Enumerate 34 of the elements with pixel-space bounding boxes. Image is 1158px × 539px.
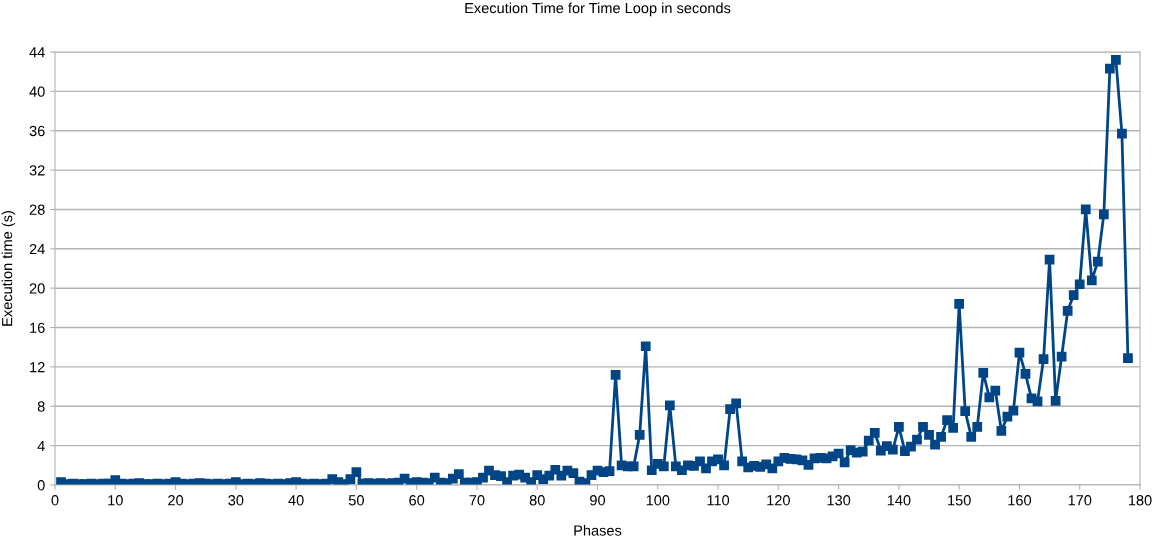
y-tick-label: 12 <box>30 362 45 373</box>
x-tick-label: 130 <box>827 495 851 506</box>
x-tick-label: 50 <box>348 495 364 506</box>
x-tick-label: 180 <box>1128 495 1152 506</box>
y-tick-label: 0 <box>37 480 45 491</box>
x-tick-label: 90 <box>590 495 606 506</box>
y-tick-label: 36 <box>29 125 45 137</box>
x-tick-label: 0 <box>51 495 59 506</box>
y-tick-label: 28 <box>29 204 45 215</box>
x-tick-label: 30 <box>228 495 244 506</box>
x-tick-label: 120 <box>767 495 790 506</box>
x-tick-label: 10 <box>108 495 123 506</box>
y-tick-label: 40 <box>29 86 45 97</box>
y-tick-label: 20 <box>29 283 45 294</box>
y-tick-label: 4 <box>37 440 45 451</box>
x-tick-label: 150 <box>948 495 971 506</box>
x-tick-label: 40 <box>288 495 304 506</box>
x-axis-title: Phases <box>574 524 622 536</box>
y-tick-label: 8 <box>37 401 45 412</box>
x-tick-label: 110 <box>707 495 730 506</box>
y-tick-label: 24 <box>29 243 45 255</box>
x-tick-label: 60 <box>409 495 425 506</box>
x-tick-label: 70 <box>469 495 485 506</box>
y-tick-label: 16 <box>30 322 45 333</box>
y-tick-label: 32 <box>29 165 45 176</box>
x-tick-label: 160 <box>1008 495 1032 506</box>
x-tick-label: 140 <box>887 495 911 506</box>
y-tick-label: 44 <box>29 47 45 58</box>
chart-title: Execution Time for Time Loop in seconds <box>465 2 731 17</box>
x-tick-label: 170 <box>1068 495 1092 506</box>
x-tick-label: 20 <box>168 495 184 506</box>
y-axis-title: Execution time (s) <box>1 211 16 326</box>
x-tick-label: 80 <box>529 495 545 506</box>
x-tick-label: 100 <box>646 495 670 506</box>
